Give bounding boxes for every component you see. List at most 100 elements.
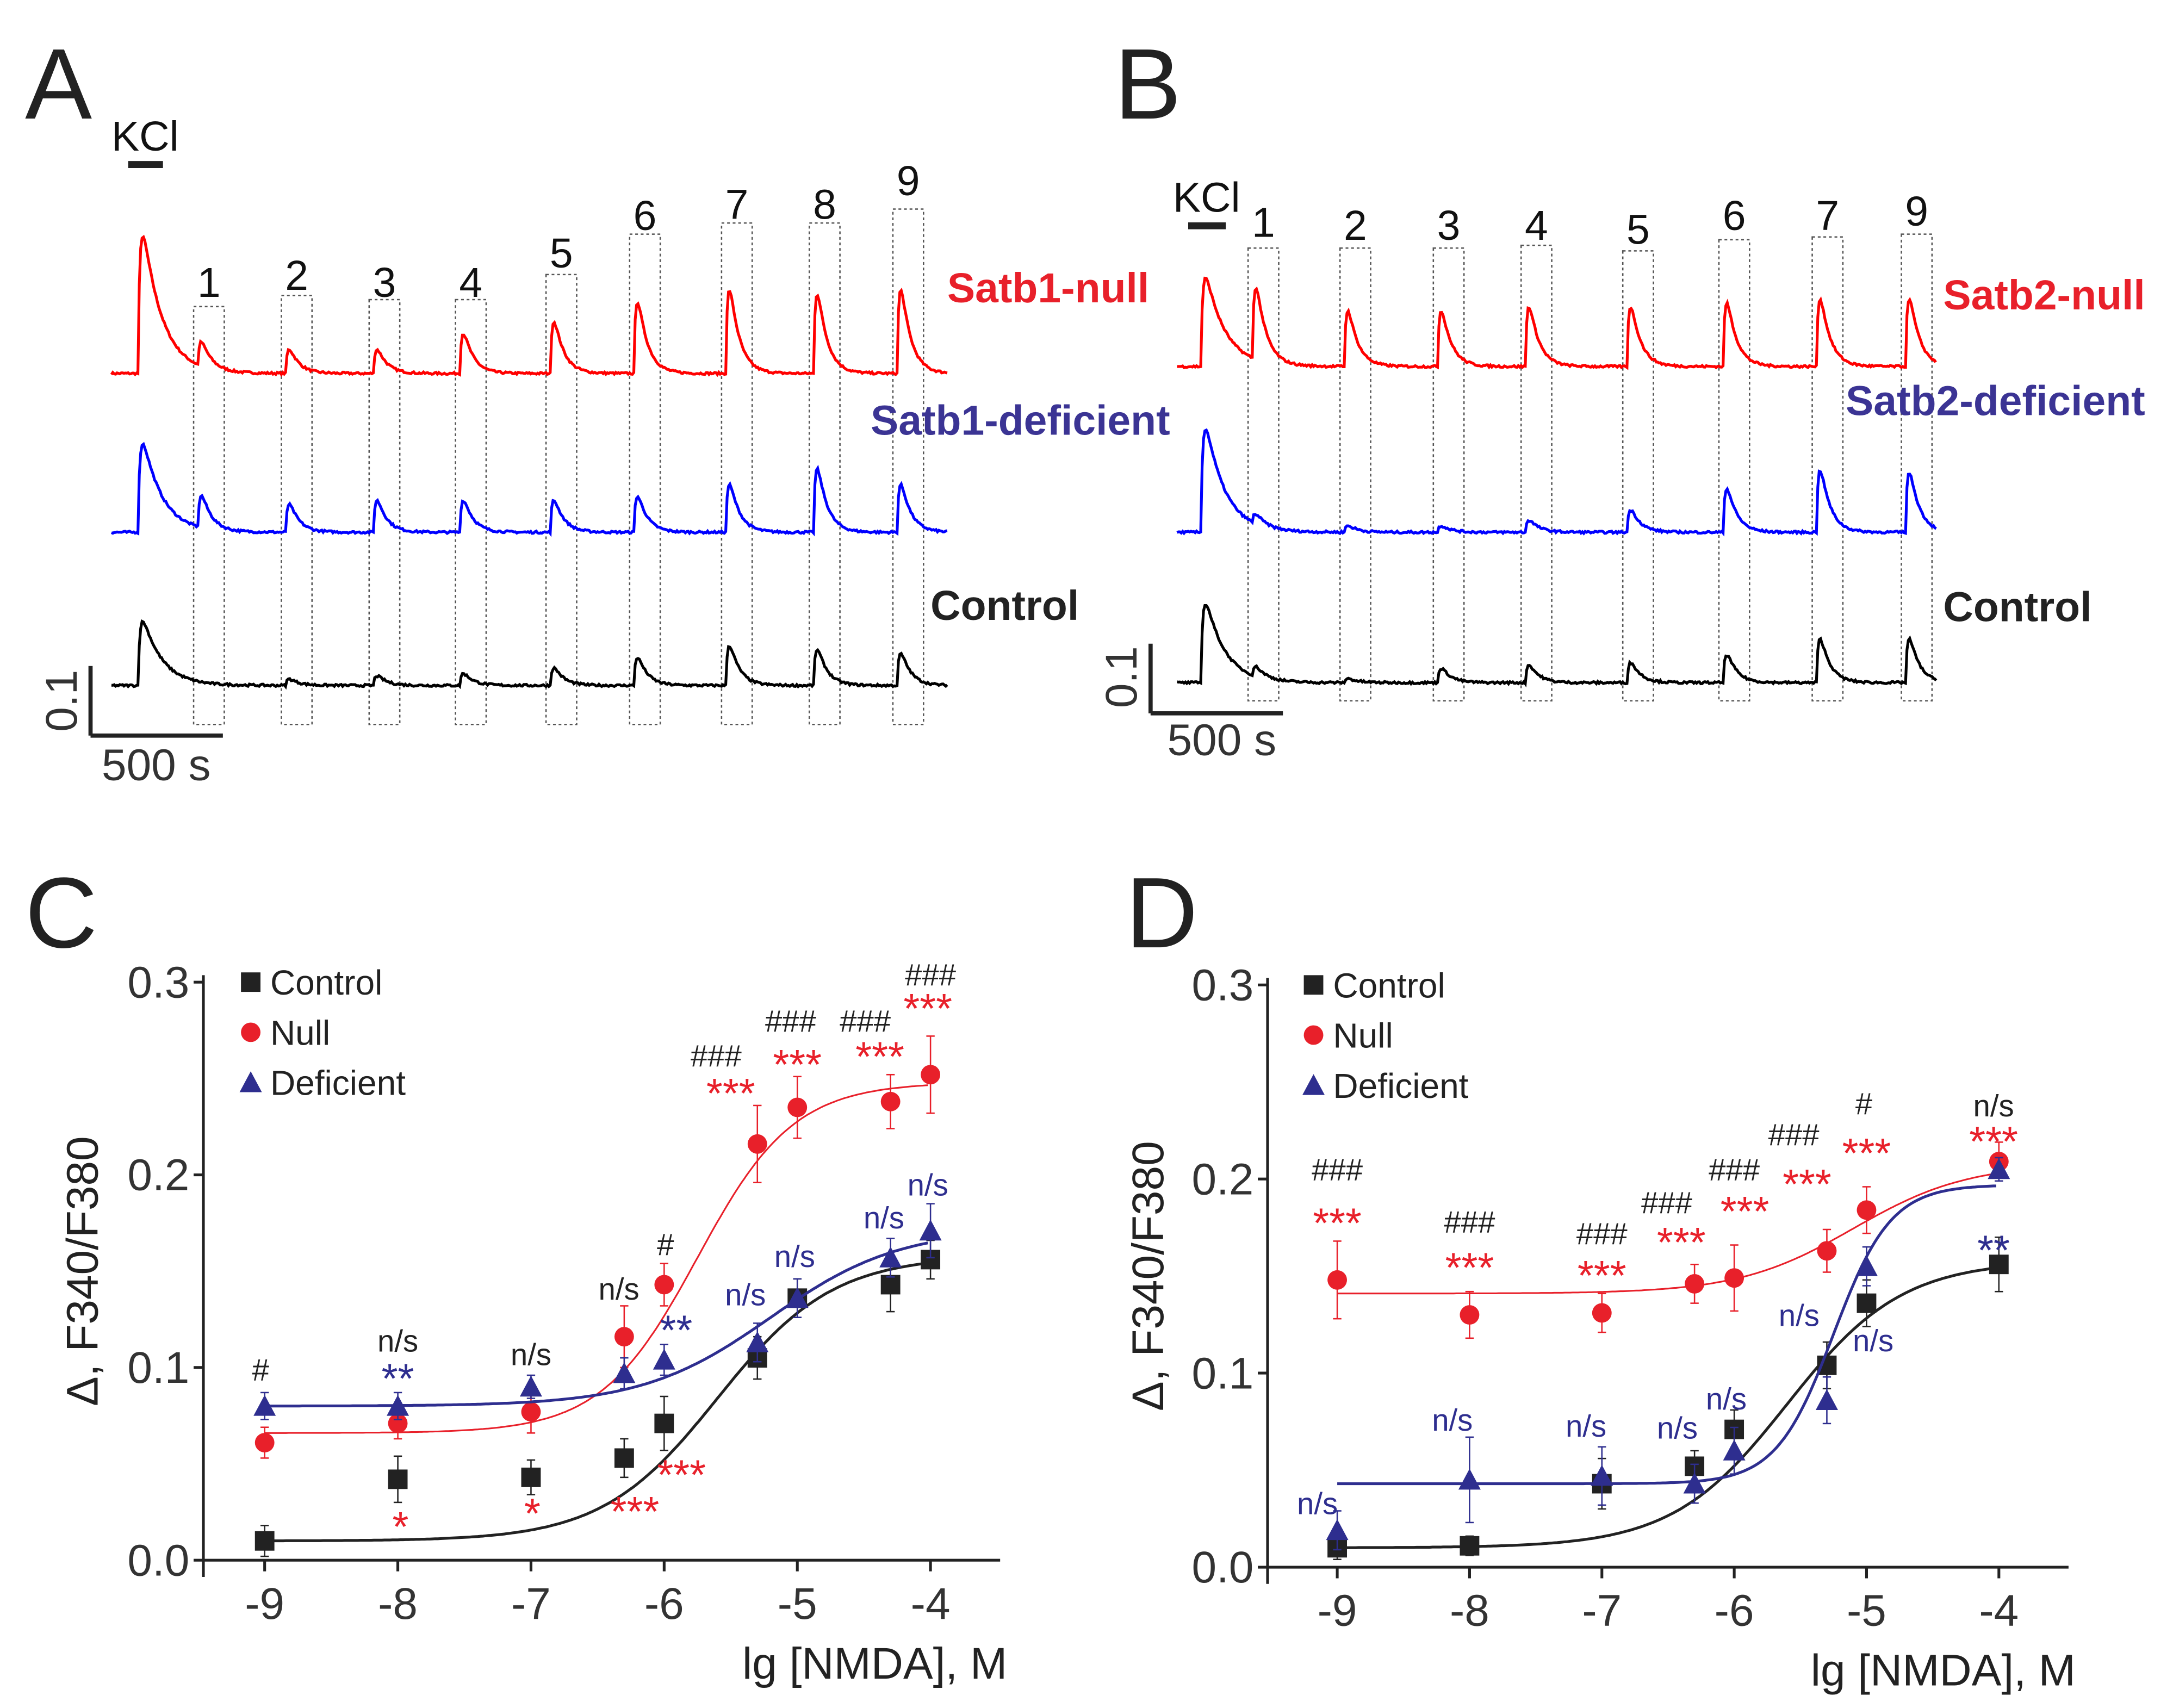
significance-annotation: n/s: [1779, 1299, 1820, 1333]
data-point-deficient: [387, 1395, 409, 1416]
significance-annotation: ###: [905, 958, 957, 992]
significance-annotation: ***: [855, 1034, 904, 1080]
y-tick-label: 0.0: [127, 1536, 189, 1585]
legend-label: Deficient: [270, 1064, 406, 1103]
significance-annotation: ###: [1768, 1118, 1820, 1152]
stimulus-label: 1: [1252, 200, 1275, 246]
fit-curve-null: [1337, 1172, 1997, 1295]
stimulus-label: 3: [1437, 202, 1461, 249]
data-point-deficient: [1591, 1464, 1613, 1486]
data-point-deficient: [1683, 1473, 1706, 1494]
stimulus-box: [455, 299, 487, 725]
panel-a: A KCl 1 2 3 4 5 6 7 8 9 Satb1-null Satb1-deficient Co…: [25, 28, 1170, 790]
panel-letter: B: [1114, 28, 1181, 140]
significance-annotation: ***: [611, 1488, 660, 1535]
significance-annotation: #: [1855, 1086, 1873, 1121]
data-point-control: [880, 1275, 901, 1295]
stimulus-box: [629, 233, 661, 725]
stimulus-label: 6: [634, 192, 657, 239]
significance-annotation: n/s: [511, 1338, 551, 1372]
data-point-deficient: [1723, 1439, 1746, 1461]
significance-annotation: n/s: [1657, 1411, 1698, 1445]
data-point-deficient: [786, 1287, 809, 1308]
data-point-control: [1857, 1293, 1877, 1313]
x-tick-label: -6: [1715, 1586, 1754, 1636]
legend-label: Null: [1333, 1016, 1393, 1055]
data-point-deficient: [1815, 1389, 1838, 1410]
legend-label: Null: [270, 1013, 330, 1052]
data-point-control: [254, 1531, 275, 1551]
y-tick-label: 0.2: [127, 1151, 189, 1200]
x-tick-label: -4: [911, 1579, 951, 1629]
x-tick-label: -6: [644, 1579, 684, 1629]
stimulus-label: 5: [550, 230, 573, 277]
data-point-deficient: [1988, 1158, 2010, 1179]
significance-annotation: ***: [1721, 1188, 1770, 1235]
trace-satb1-null: [110, 234, 948, 377]
panel-letter: C: [25, 857, 97, 969]
trace-label: Satb1-null: [947, 265, 1149, 312]
x-axis-label: lg [NMDA], M: [1811, 1646, 2076, 1695]
data-point-control: [521, 1467, 541, 1487]
legend-marker-control: [1303, 975, 1324, 995]
fit-curve-control: [264, 1262, 928, 1543]
x-tick-label: -5: [778, 1579, 817, 1629]
data-point-null: [1817, 1241, 1837, 1261]
fit-curve-null: [264, 1084, 928, 1434]
stimulus-box: [808, 222, 841, 725]
significance-annotation: **: [660, 1307, 692, 1354]
data-point-null: [1685, 1274, 1705, 1294]
data-point-null: [654, 1275, 674, 1295]
data-point-null: [1327, 1270, 1348, 1290]
significance-annotation: ###: [765, 1004, 817, 1039]
data-point-deficient: [653, 1349, 675, 1370]
significance-annotation: ###: [1641, 1186, 1693, 1220]
significance-annotation: ***: [1842, 1130, 1891, 1177]
data-point-deficient: [253, 1395, 276, 1416]
significance-annotation: ***: [657, 1452, 706, 1499]
y-tick-label: 0.3: [1191, 960, 1253, 1010]
significance-annotation: **: [382, 1355, 414, 1402]
significance-annotation: #: [252, 1353, 270, 1387]
y-axis-label: Δ, F340/F380: [58, 1136, 107, 1406]
trace-label: Control: [930, 582, 1079, 629]
trace-control: [111, 619, 948, 690]
significance-annotation: *: [393, 1504, 409, 1550]
data-point-deficient: [746, 1331, 769, 1352]
stimulus-label: 3: [373, 259, 396, 306]
data-point-deficient: [613, 1362, 636, 1383]
panel-c: C 0.0 0.1 0.2 0.3 -9 -8 -7 -6 -5 -4 lg [NMDA], M Δ, …: [25, 857, 1007, 1688]
legend-marker-deficient: [1302, 1074, 1325, 1095]
panel-letter: A: [25, 28, 92, 140]
trace-satb2-null: [1177, 276, 1937, 370]
trace-label: Satb2-null: [1943, 272, 2145, 319]
panel-letter: D: [1126, 857, 1198, 969]
data-point-null: [1724, 1268, 1744, 1288]
significance-annotation: n/s: [908, 1168, 948, 1202]
trace-label: Satb2-deficient: [1846, 378, 2145, 425]
legend-label: Deficient: [1333, 1066, 1468, 1105]
stimulus-label: 2: [285, 252, 308, 299]
data-point-control: [388, 1469, 408, 1489]
significance-annotation: ***: [1445, 1245, 1494, 1291]
y-tick-label: 0.0: [1191, 1543, 1253, 1592]
significance-annotation: n/s: [1297, 1487, 1338, 1521]
significance-annotation: ***: [1578, 1252, 1626, 1299]
significance-annotation: **: [1977, 1227, 2010, 1274]
significance-annotation: ***: [706, 1070, 755, 1117]
significance-annotation: n/s: [774, 1239, 815, 1274]
x-tick-label: -9: [245, 1579, 284, 1629]
data-point-null: [614, 1327, 634, 1347]
significance-annotation: ###: [691, 1039, 742, 1073]
kcl-label: KCl: [111, 113, 179, 160]
x-tick-label: -8: [1450, 1586, 1489, 1636]
significance-annotation: ***: [1783, 1161, 1831, 1208]
legend-marker-null: [241, 1022, 261, 1042]
legend-label: Control: [270, 963, 382, 1002]
significance-annotation: ***: [1969, 1119, 2018, 1165]
data-point-deficient: [1855, 1255, 1878, 1276]
trace-satb2-deficient: [1176, 428, 1937, 537]
scale-label-vertical: 0.1: [37, 670, 86, 732]
data-point-control: [1460, 1536, 1480, 1556]
data-point-null: [787, 1097, 808, 1117]
